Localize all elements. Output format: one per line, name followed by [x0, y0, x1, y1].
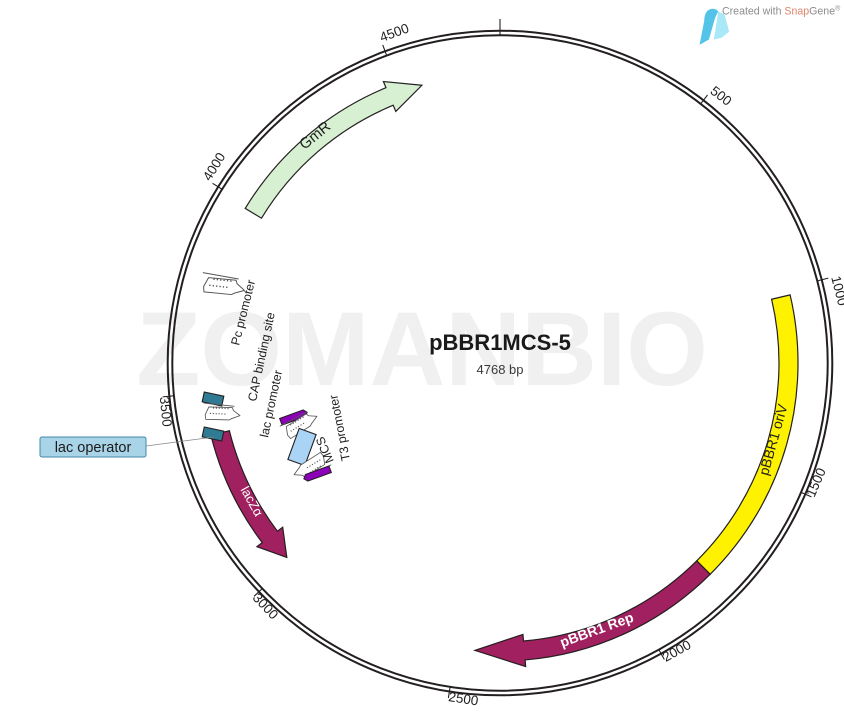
svg-text:3000: 3000 [250, 590, 282, 622]
svg-text:2000: 2000 [660, 637, 694, 665]
svg-text:Created with SnapGene®: Created with SnapGene® [722, 5, 841, 18]
svg-text:4500: 4500 [378, 20, 411, 44]
svg-text:2500: 2500 [447, 689, 479, 708]
svg-text:500: 500 [708, 83, 735, 109]
svg-text:1000: 1000 [828, 274, 844, 307]
svg-text:3500: 3500 [157, 396, 175, 427]
svg-text:4768 bp: 4768 bp [477, 362, 524, 377]
svg-text:1500: 1500 [803, 466, 829, 500]
svg-text:pBBR1MCS-5: pBBR1MCS-5 [429, 330, 571, 355]
svg-text:ZOMANBIO: ZOMANBIO [136, 291, 708, 408]
svg-text:lac operator: lac operator [55, 440, 132, 456]
